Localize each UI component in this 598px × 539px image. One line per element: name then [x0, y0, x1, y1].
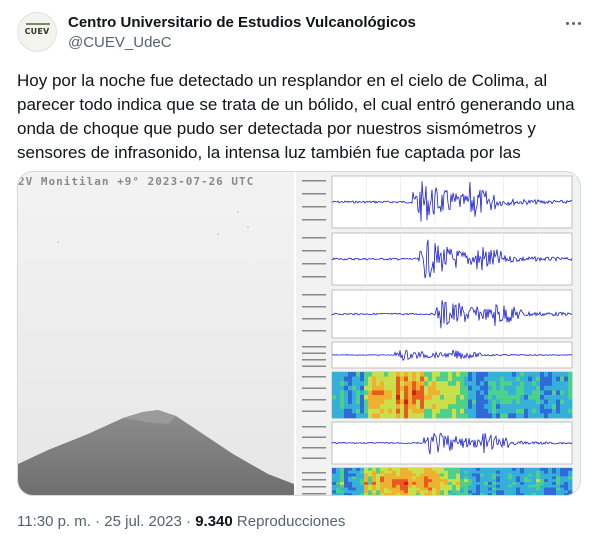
avatar-logo-text: CUEV	[24, 27, 50, 36]
tweet-time[interactable]: 11:30 p. m.	[17, 513, 91, 530]
account-avatar[interactable]: CUEV	[17, 12, 57, 52]
tweet-meta: 11:30 p. m. · 25 jul. 2023 · 9.340 Repro…	[17, 513, 345, 530]
meta-separator: ·	[95, 513, 101, 530]
seismo-panel	[302, 421, 573, 465]
camera-overlay-text: 2V Monitilan +9° 2023-07-26 UTC	[18, 175, 255, 188]
display-name[interactable]: Centro Universitario de Estudios Vulcano…	[68, 14, 416, 31]
seismogram-image[interactable]	[296, 172, 580, 495]
seismo-panel	[302, 341, 573, 369]
media-attachment[interactable]: 2V Monitilan +9° 2023-07-26 UTC	[17, 171, 581, 496]
more-options-icon[interactable]	[562, 14, 584, 34]
seismo-panel	[302, 289, 573, 339]
seismo-panel	[302, 467, 573, 495]
views-count: 9.340	[195, 513, 233, 530]
account-handle[interactable]: @CUEV_UdeC	[68, 34, 172, 51]
seismo-panel	[302, 232, 573, 286]
seismo-panel	[302, 371, 573, 419]
meta-separator: ·	[186, 513, 192, 530]
seismo-panel	[302, 175, 573, 229]
views-label: Reproducciones	[236, 513, 346, 530]
tweet-text: Hoy por la noche fue detectado un respla…	[17, 71, 575, 162]
volcano-camera-image[interactable]: 2V Monitilan +9° 2023-07-26 UTC	[18, 172, 294, 495]
tweet-date[interactable]: 25 jul. 2023	[104, 513, 182, 530]
